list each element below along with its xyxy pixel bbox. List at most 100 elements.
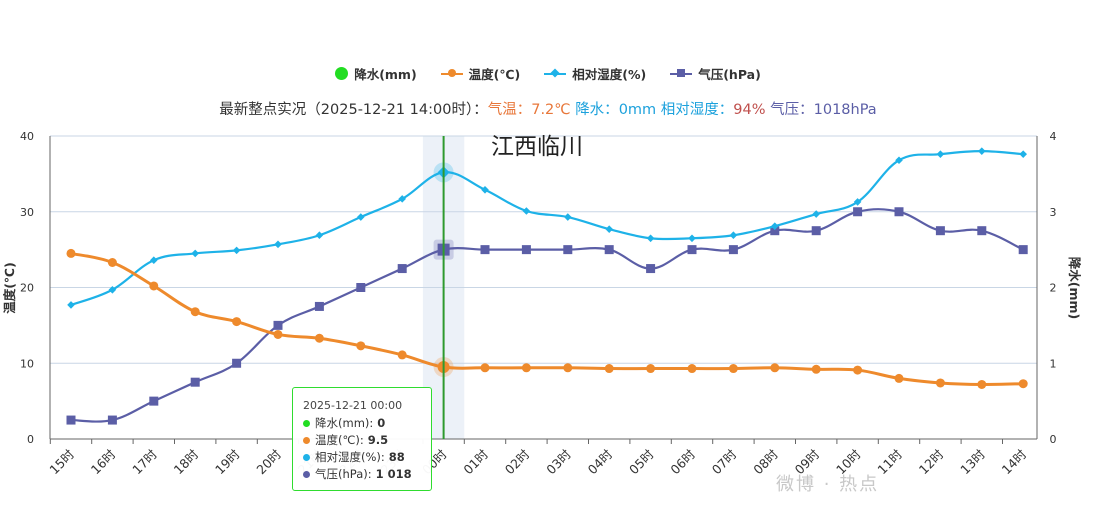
x-tick-label: 02时 xyxy=(502,446,533,477)
x-tick-label: 04时 xyxy=(585,446,616,477)
point-pressure xyxy=(149,396,159,406)
legend-item-temperature[interactable]: 温度(℃) xyxy=(440,64,520,83)
point-pressure xyxy=(273,320,283,330)
point-humidity xyxy=(232,246,241,255)
point-humidity xyxy=(398,195,406,203)
x-tick-label: 06时 xyxy=(667,446,698,477)
point-temperature xyxy=(521,363,531,373)
point-pressure xyxy=(853,207,863,217)
y-tick-label-left: 0 xyxy=(27,433,34,446)
point-pressure xyxy=(480,245,490,255)
tooltip-rain-value: 0 xyxy=(377,416,386,430)
point-pressure xyxy=(811,226,821,236)
point-humidity xyxy=(853,198,862,206)
legend-item-humidity[interactable]: 相对湿度(%) xyxy=(544,64,646,83)
x-tick-label: 16时 xyxy=(88,446,119,477)
series-line-temperature xyxy=(70,251,1024,386)
y-tick-label-right: 3 xyxy=(1050,206,1057,219)
x-tick-label: 03时 xyxy=(543,446,574,477)
legend-item-rain[interactable]: 降水(mm) xyxy=(335,64,417,83)
tooltip-temperature-value: 9.5 xyxy=(367,433,389,447)
point-pressure xyxy=(687,245,697,255)
point-humidity xyxy=(771,222,779,230)
tooltip-row-humidity: 相对湿度(%): 88 xyxy=(303,449,421,466)
point-temperature xyxy=(480,363,490,373)
point-pressure xyxy=(563,245,573,255)
point-pressure xyxy=(646,264,656,274)
tooltip-pressure-label: 气压(hPa): xyxy=(315,467,372,481)
point-humidity xyxy=(274,240,282,249)
point-temperature xyxy=(770,363,780,373)
series-temperature xyxy=(66,248,1028,389)
legend-humidity-label: 相对湿度(%) xyxy=(572,67,647,82)
tooltip-pressure-value: 1 018 xyxy=(375,467,412,481)
point-humidity xyxy=(67,301,75,309)
x-tick-label: 20时 xyxy=(253,446,284,477)
latest-observation-subtitle: 最新整点实况（2025-12-21 14:00时）：气温：7.2℃ 降水：0mm… xyxy=(0,98,1096,119)
y-axis-left-title: 温度(℃) xyxy=(2,262,17,314)
legend-rain-marker xyxy=(335,67,349,80)
y-tick-label-right: 4 xyxy=(1050,130,1057,143)
legend-rain-label: 降水(mm) xyxy=(354,67,417,82)
point-pressure xyxy=(190,377,200,387)
point-temperature xyxy=(604,364,614,374)
point-temperature xyxy=(728,364,738,374)
x-tick-label: 17时 xyxy=(129,446,160,477)
point-humidity xyxy=(1019,150,1027,158)
y-tick-label-right: 2 xyxy=(1050,282,1057,295)
point-temperature xyxy=(687,364,697,374)
point-humidity xyxy=(605,225,613,233)
point-pressure xyxy=(314,301,324,311)
tooltip-rain-label: 降水(mm): xyxy=(315,416,374,430)
point-humidity xyxy=(522,207,531,215)
y-tick-label-right: 1 xyxy=(1050,357,1057,370)
tooltip-row-pressure: 气压(hPa): 1 018 xyxy=(303,466,421,483)
y-axis-right-title: 降水(mm) xyxy=(1067,257,1082,319)
legend-pressure-label: 气压(hPa) xyxy=(698,67,761,82)
subtitle-temp-value: 7.2℃ xyxy=(531,102,571,118)
point-temperature xyxy=(894,373,904,383)
series-pressure xyxy=(66,207,1028,425)
series-line-pressure xyxy=(70,208,1024,423)
point-temperature xyxy=(314,333,324,343)
point-temperature xyxy=(935,378,945,388)
subtitle-temp-label: 气温： xyxy=(487,102,532,118)
x-tick-label: 12时 xyxy=(916,446,947,477)
legend-humidity-marker xyxy=(544,68,567,78)
point-humidity xyxy=(315,231,324,240)
point-pressure xyxy=(604,245,614,255)
point-temperature xyxy=(232,317,242,327)
point-temperature xyxy=(811,364,821,374)
point-temperature xyxy=(149,281,159,291)
point-pressure xyxy=(770,226,780,236)
x-tick-label: 01时 xyxy=(460,446,491,477)
subtitle-prefix: 最新整点实况（2025-12-21 14:00时）： xyxy=(219,102,488,118)
point-temperature xyxy=(190,307,200,317)
tooltip-row-temperature: 温度(℃): 9.5 xyxy=(303,432,421,449)
series-line-humidity xyxy=(70,150,1024,306)
x-tick-label: 19时 xyxy=(212,446,243,477)
point-pressure xyxy=(356,283,366,292)
hover-tooltip: 2025-12-21 00:00 降水(mm): 0 温度(℃): 9.5 相对湿度… xyxy=(292,387,432,491)
tooltip-temperature-label: 温度(℃): xyxy=(315,433,364,447)
point-humidity xyxy=(357,213,365,221)
subtitle-rain-label: 降水： xyxy=(575,102,619,118)
point-temperature xyxy=(356,341,366,351)
x-tick-label: 15时 xyxy=(46,446,77,477)
y-tick-label-left: 30 xyxy=(20,206,34,219)
point-pressure xyxy=(894,207,904,217)
point-pressure xyxy=(935,226,945,236)
subtitle-humidity-value: 94% xyxy=(733,102,766,118)
chart-legend: 降水(mm) 温度(℃) 相对湿度(%) 气压(hPa) xyxy=(0,64,1096,83)
x-tick-label: 18时 xyxy=(171,446,202,477)
tooltip-row-rain: 降水(mm): 0 xyxy=(303,415,421,432)
point-pressure xyxy=(977,226,987,236)
point-pressure xyxy=(521,245,531,255)
point-humidity xyxy=(481,185,489,194)
point-humidity xyxy=(895,156,903,165)
subtitle-pressure-value: 1018hPa xyxy=(813,102,877,118)
legend-item-pressure[interactable]: 气压(hPa) xyxy=(670,64,761,83)
point-humidity xyxy=(191,249,199,258)
series-humidity xyxy=(67,147,1027,309)
